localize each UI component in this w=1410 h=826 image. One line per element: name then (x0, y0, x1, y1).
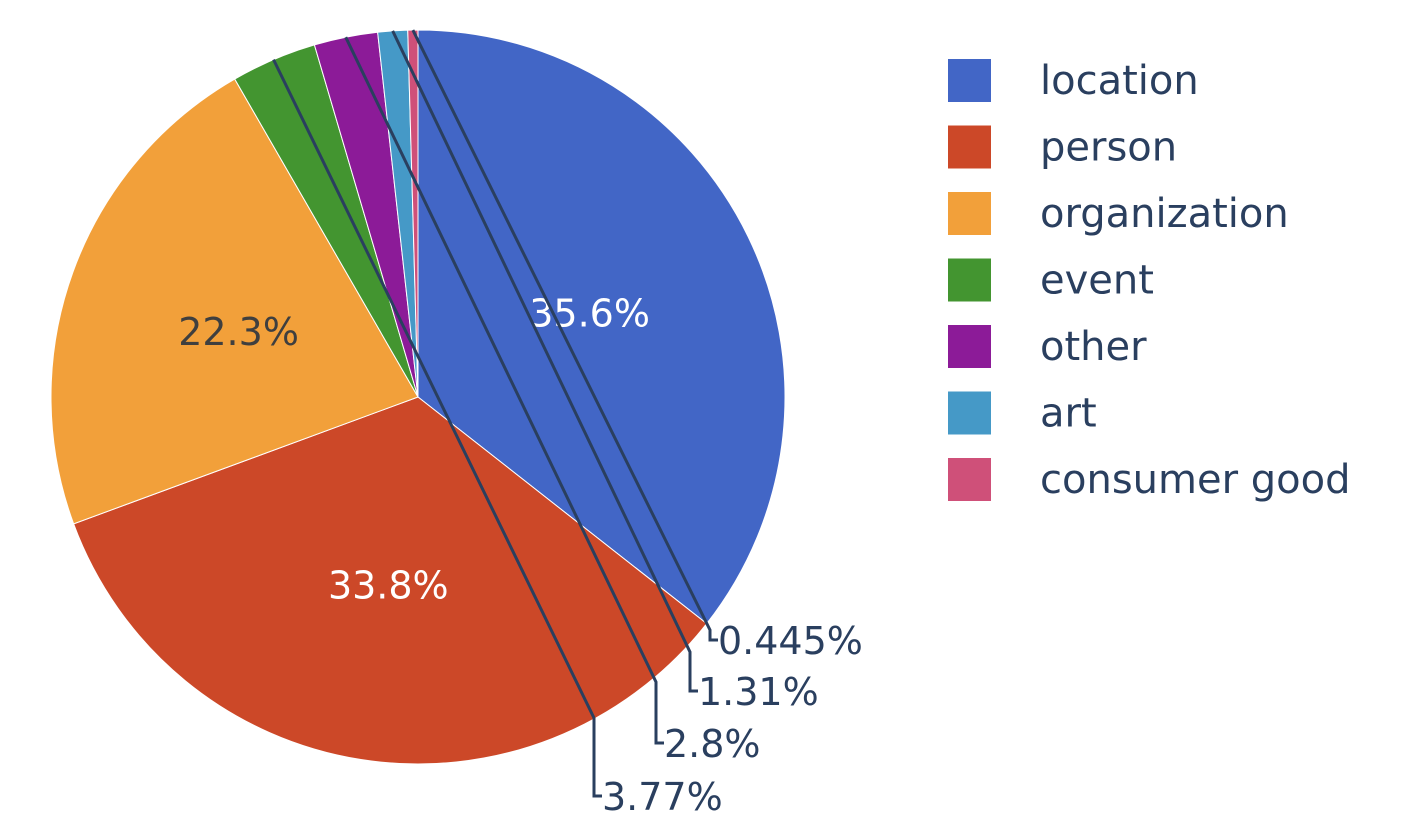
legend-label: art (1040, 391, 1097, 437)
legend-label: location (1040, 58, 1199, 104)
legend-item-person[interactable]: person (948, 125, 1177, 171)
legend-item-event[interactable]: event (948, 258, 1154, 304)
legend-item-location[interactable]: location (948, 58, 1199, 104)
legend-label: organization (1040, 191, 1289, 237)
legend-swatch (948, 125, 991, 169)
slice-label-person: 33.8% (328, 564, 449, 608)
slice-label-location: 35.6% (529, 292, 650, 336)
legend-item-other[interactable]: other (948, 324, 1147, 370)
legend-item-consumer-good[interactable]: consumer good (948, 457, 1350, 503)
slice-label-event: 3.77% (602, 775, 723, 819)
slice-label-consumer-good: 0.445% (718, 619, 863, 663)
leader-line-event (272, 58, 602, 798)
leader-line-other (344, 36, 664, 745)
slice-label-art: 1.31% (698, 670, 819, 714)
legend-swatch (948, 391, 991, 435)
legend-swatch (948, 192, 991, 235)
legend-item-organization[interactable]: organization (948, 191, 1289, 237)
legend-swatch (948, 258, 991, 302)
slice-label-other: 2.8% (664, 722, 761, 766)
legend-label: other (1040, 324, 1147, 370)
leader-line-consumer-good (411, 29, 718, 642)
leader-line-art (391, 30, 698, 693)
pie-labels: 35.6% 33.8% 22.3% 3.77% 2.8% 1.31% 0.445% (178, 29, 863, 819)
legend-label: event (1040, 258, 1154, 304)
pie-slices (50, 29, 786, 765)
legend-label: consumer good (1040, 457, 1350, 503)
slice-organization[interactable] (50, 78, 419, 525)
legend-item-art[interactable]: art (948, 391, 1097, 437)
slice-location[interactable] (417, 29, 786, 625)
legend-label: person (1040, 125, 1177, 171)
legend-swatch (948, 59, 991, 102)
legend-swatch (948, 325, 991, 368)
legend-swatch (948, 458, 991, 501)
legend: location person organization event other art c… (948, 58, 1350, 503)
slice-person[interactable] (72, 396, 708, 765)
slice-label-organization: 22.3% (178, 310, 299, 354)
